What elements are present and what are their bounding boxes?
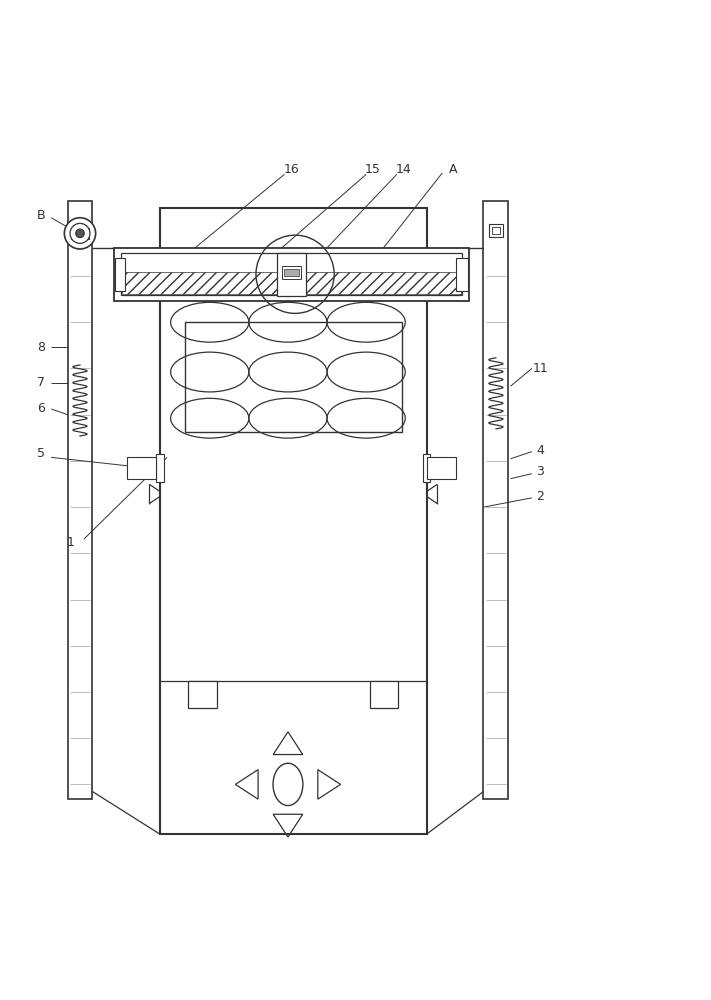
Bar xyxy=(427,457,456,479)
Text: 7: 7 xyxy=(37,376,46,389)
Text: 2: 2 xyxy=(536,490,545,503)
Bar xyxy=(127,457,156,479)
Bar xyxy=(282,266,301,279)
Bar xyxy=(122,272,461,294)
Bar xyxy=(188,681,217,708)
Bar xyxy=(160,208,427,834)
Text: 14: 14 xyxy=(395,163,411,176)
Text: 6: 6 xyxy=(37,402,46,415)
Text: 5: 5 xyxy=(37,447,46,460)
Text: B: B xyxy=(37,209,46,222)
Bar xyxy=(277,253,306,296)
Bar xyxy=(370,681,398,708)
Text: 16: 16 xyxy=(284,163,299,176)
Bar xyxy=(456,258,468,291)
Text: 3: 3 xyxy=(536,465,545,478)
Bar xyxy=(492,227,501,234)
Text: 1: 1 xyxy=(67,536,75,549)
Bar xyxy=(115,258,125,291)
Bar xyxy=(114,248,469,301)
Text: 8: 8 xyxy=(37,341,46,354)
Circle shape xyxy=(70,223,90,243)
Bar xyxy=(185,322,402,432)
Circle shape xyxy=(75,229,85,238)
Text: 11: 11 xyxy=(533,362,548,375)
Bar xyxy=(121,253,462,295)
Bar xyxy=(156,454,164,482)
Bar xyxy=(284,269,299,276)
Bar xyxy=(71,228,90,239)
Text: 15: 15 xyxy=(365,163,380,176)
Bar xyxy=(68,201,92,799)
Bar xyxy=(489,224,503,237)
Text: A: A xyxy=(449,163,458,176)
Circle shape xyxy=(64,218,95,249)
Text: 4: 4 xyxy=(536,444,545,457)
Bar xyxy=(483,201,508,799)
Bar xyxy=(423,454,430,482)
